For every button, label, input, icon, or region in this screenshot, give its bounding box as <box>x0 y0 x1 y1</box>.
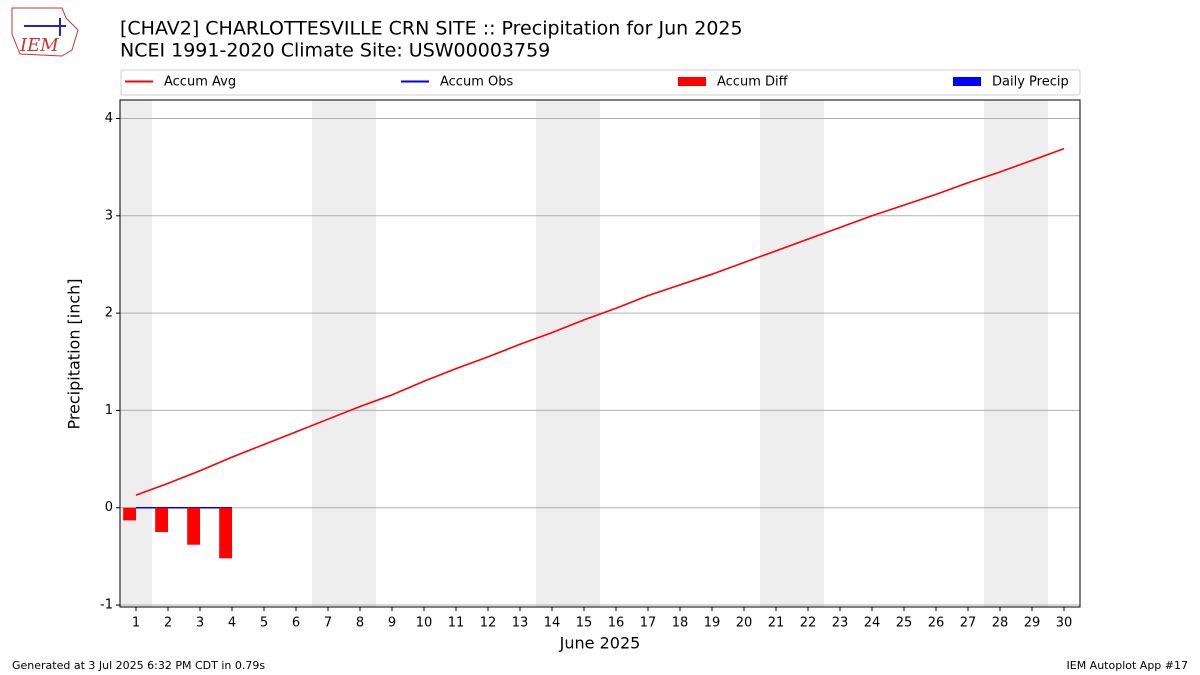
x-tick-label: 26 <box>928 616 945 631</box>
bar <box>155 507 168 533</box>
x-tick-label: 15 <box>576 616 593 631</box>
x-tick-label: 13 <box>512 616 529 631</box>
x-tick-label: 7 <box>324 616 332 631</box>
legend-label: Accum Avg <box>164 75 236 90</box>
y-tick-label: 1 <box>105 403 113 418</box>
y-tick-label: 0 <box>105 500 113 515</box>
x-tick-label: 30 <box>1056 616 1073 631</box>
x-tick-label: 29 <box>1024 616 1041 631</box>
bar <box>187 507 200 545</box>
x-tick-label: 20 <box>736 616 753 631</box>
x-tick-label: 9 <box>388 616 396 631</box>
x-tick-label: 11 <box>448 616 465 631</box>
x-tick-label: 24 <box>864 616 881 631</box>
x-tick-label: 10 <box>416 616 433 631</box>
x-tick-label: 16 <box>608 616 625 631</box>
y-tick-label: 4 <box>105 111 113 126</box>
plot-frame <box>119 99 1081 608</box>
x-tick-label: 12 <box>480 616 497 631</box>
weekend-shading <box>120 100 1048 607</box>
bar <box>123 507 136 521</box>
legend-swatch <box>678 77 706 86</box>
x-tick-label: 23 <box>832 616 849 631</box>
logo-text: IEM <box>19 35 59 56</box>
footer-right: IEM Autoplot App #17 <box>1067 659 1189 672</box>
x-tick-label: 8 <box>356 616 364 631</box>
y-tick-label: 2 <box>105 306 113 321</box>
footer-left: Generated at 3 Jul 2025 6:32 PM CDT in 0… <box>12 659 265 672</box>
logo: IEM <box>11 7 79 57</box>
x-tick-label: 5 <box>260 616 268 631</box>
x-tick-label: 14 <box>544 616 561 631</box>
bar <box>219 507 232 559</box>
legend-swatch <box>953 77 981 86</box>
series-line <box>135 147 1065 496</box>
chart-title: [CHAV2] CHARLOTTESVILLE CRN SITE :: Prec… <box>120 18 743 40</box>
x-tick-label: 28 <box>992 616 1009 631</box>
x-tick-label: 1 <box>132 616 140 631</box>
x-tick-label: 19 <box>704 616 721 631</box>
legend-box <box>120 69 1081 96</box>
x-tick-label: 3 <box>196 616 204 631</box>
legend-label: Accum Obs <box>440 75 513 90</box>
x-tick-label: 6 <box>292 616 300 631</box>
x-tick-label: 18 <box>672 616 689 631</box>
y-tick-label: 3 <box>105 208 113 223</box>
x-tick-label: 4 <box>228 616 236 631</box>
x-tick-label: 22 <box>800 616 817 631</box>
legend-label: Daily Precip <box>992 75 1069 90</box>
x-axis-label: June 2025 <box>559 634 641 653</box>
x-tick-label: 2 <box>164 616 172 631</box>
y-tick-label: -1 <box>100 598 113 613</box>
chart-subtitle: NCEI 1991-2020 Climate Site: USW00003759 <box>120 40 550 62</box>
legend-label: Accum Diff <box>717 75 789 90</box>
y-axis-label: Precipitation [inch] <box>65 278 84 429</box>
x-tick-label: 27 <box>960 616 977 631</box>
x-tick-label: 25 <box>896 616 913 631</box>
x-tick-label: 21 <box>768 616 785 631</box>
plot-area <box>120 117 1080 606</box>
x-tick-label: 17 <box>640 616 657 631</box>
